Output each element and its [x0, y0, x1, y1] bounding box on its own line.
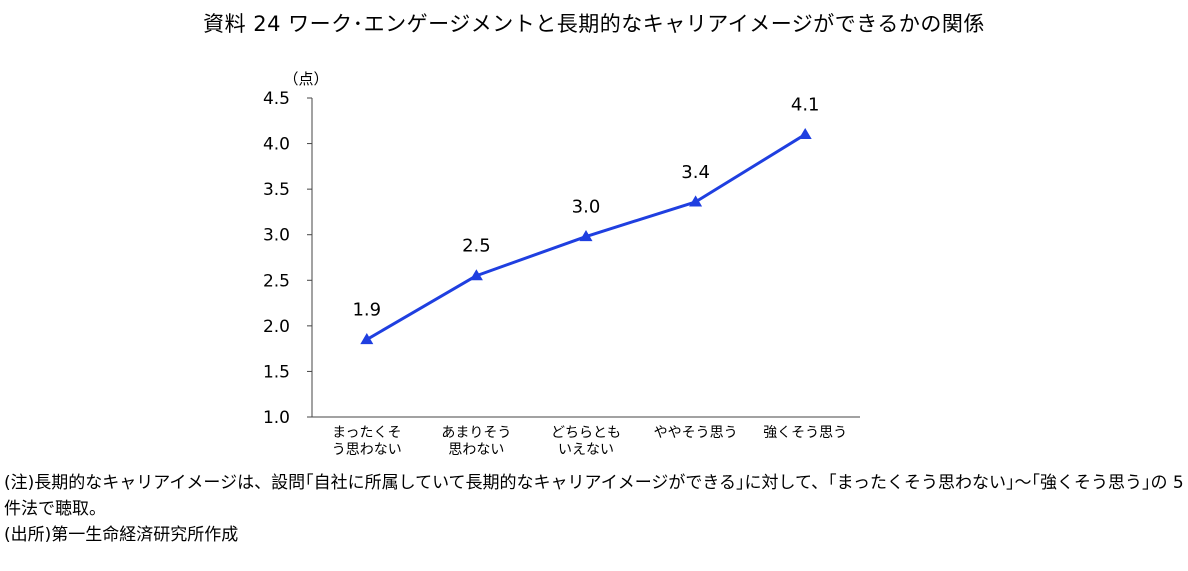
data-point-marker — [579, 230, 593, 242]
series — [360, 127, 812, 345]
x-tick-label: どちらともいえない — [551, 425, 621, 458]
data-labels: 1.9 2.5 3.0 3.4 4.1 — [352, 94, 819, 320]
chart-title: 資料 24 ワーク･エンゲージメントと長期的なキャリアイメージができるかの関係 — [203, 12, 985, 36]
x-axis: まったくそう思わない あまりそう思わない どちらともいえない ややそう思う 強くそう思う — [312, 416, 860, 458]
y-tick-label: 1.0 — [263, 408, 290, 428]
data-label: 2.5 — [462, 236, 491, 257]
y-tick-label: 1.5 — [263, 362, 290, 382]
line-chart: （点） 1.0 1.5 2.0 2.5 3.0 3.5 4.0 4.5 まったくそう思わない あま… — [263, 70, 860, 458]
y-tick-label: 4.0 — [263, 135, 290, 155]
x-tick-label-line: 思わない — [448, 442, 504, 458]
y-axis: （点） 1.0 1.5 2.0 2.5 3.0 3.5 4.0 4.5 — [263, 70, 329, 428]
y-tick-label: 4.5 — [263, 89, 290, 109]
x-tick-label-line: いえない — [558, 442, 614, 458]
x-tick-label: まったくそう思わない — [332, 425, 402, 458]
x-tick-label-line: まったくそ — [332, 425, 401, 441]
x-tick-label-line: ややそう思う — [654, 425, 738, 441]
note-text: (注)長期的なキャリアイメージは、設問｢自社に所属していて長期的なキャリアイメー… — [4, 473, 1184, 519]
x-tick-label-line: どちらとも — [551, 425, 621, 441]
data-point-marker — [360, 333, 374, 345]
x-tick-label: 強くそう思う — [763, 425, 847, 441]
data-point-marker — [798, 127, 812, 140]
x-tick-label: あまりそう思わない — [441, 425, 511, 458]
data-label: 1.9 — [352, 300, 381, 321]
data-label: 3.4 — [681, 162, 710, 183]
x-tick-label-line: う思わない — [332, 442, 402, 458]
data-label: 3.0 — [572, 197, 601, 218]
data-label: 4.1 — [791, 94, 820, 115]
y-tick-label: 3.0 — [263, 226, 290, 246]
x-tick-label-line: あまりそう — [441, 425, 511, 441]
x-tick-label-line: 強くそう思う — [763, 425, 847, 441]
y-axis-unit-label: （点） — [283, 70, 328, 88]
y-tick-label: 3.5 — [263, 180, 290, 200]
data-point-marker — [689, 195, 703, 207]
y-tick-label: 2.5 — [263, 271, 290, 291]
source-text: (出所)第一生命経済研究所作成 — [4, 525, 239, 545]
x-tick-label: ややそう思う — [654, 425, 738, 441]
y-tick-label: 2.0 — [263, 317, 290, 337]
footnotes: (注)長期的なキャリアイメージは、設問｢自社に所属していて長期的なキャリアイメー… — [4, 470, 1184, 548]
data-point-marker — [469, 269, 483, 281]
